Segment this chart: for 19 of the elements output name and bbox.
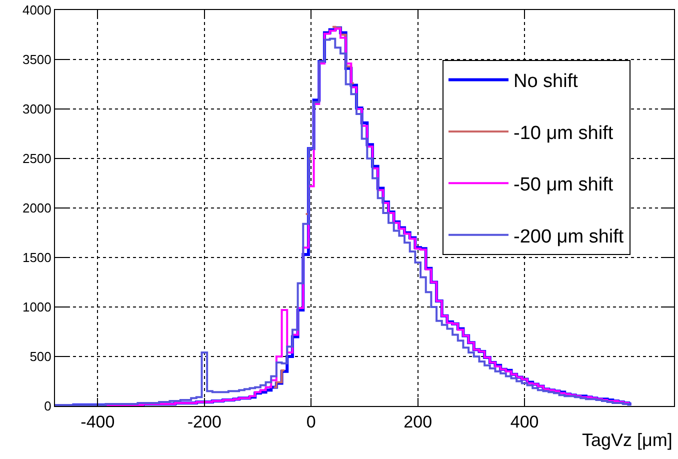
legend-label: No shift: [513, 71, 579, 92]
x-tick-label: -200: [187, 412, 222, 432]
x-axis-title: TagVz [μm]: [582, 430, 672, 450]
y-tick-label: 1500: [22, 250, 52, 266]
legend-label: -50 μm shift: [513, 174, 614, 196]
legend-label: -200 μm shift: [513, 226, 624, 248]
y-tick-label: 2000: [22, 200, 52, 216]
x-tick-label: 0: [306, 412, 316, 432]
y-tick-label: 2500: [22, 151, 52, 166]
x-tick-label: -400: [80, 412, 115, 432]
legend-label: -10 μm shift: [513, 122, 614, 144]
y-tick-label: 3500: [22, 52, 52, 68]
y-tick-label: 500: [30, 349, 52, 364]
y-tick-label: 4000: [22, 2, 52, 18]
y-tick-label: 0: [44, 398, 52, 414]
y-tick-label: 3000: [22, 102, 52, 117]
x-tick-label: 200: [404, 412, 432, 432]
x-tick-label: 400: [510, 412, 539, 432]
y-tick-label: 1000: [22, 300, 52, 315]
